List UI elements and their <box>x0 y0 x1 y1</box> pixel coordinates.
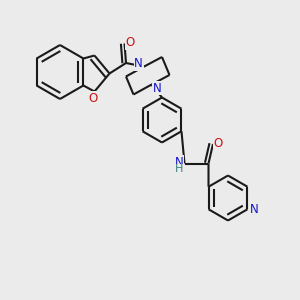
Text: O: O <box>88 92 98 105</box>
Text: N: N <box>152 82 161 95</box>
Text: H: H <box>175 164 183 175</box>
Text: N: N <box>250 203 259 216</box>
Text: O: O <box>214 136 223 150</box>
Text: O: O <box>125 36 134 49</box>
Text: N: N <box>175 155 184 169</box>
Text: N: N <box>134 57 143 70</box>
